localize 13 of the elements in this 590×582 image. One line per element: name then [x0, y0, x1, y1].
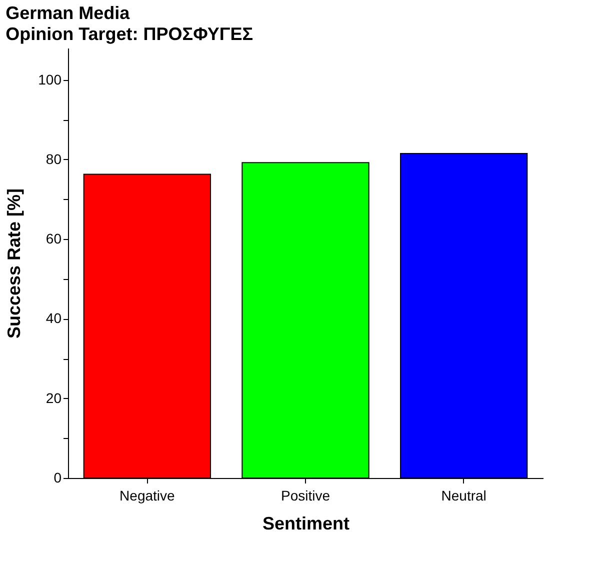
y-tick-label: 20: [46, 390, 62, 406]
x-tick-label: Neutral: [441, 488, 486, 504]
y-tick-label: 80: [46, 150, 62, 167]
y-tick-label: 0: [54, 470, 62, 486]
x-tick-label: Positive: [280, 488, 330, 504]
y-axis-title: Success Rate [%]: [4, 188, 24, 339]
x-tick-label: Negative: [120, 488, 176, 504]
y-tick-label: 40: [46, 310, 62, 326]
y-tick-label: 100: [38, 71, 62, 88]
y-tick-label: 60: [46, 230, 62, 247]
chart-subtitle: Opinion Target: ΠΡΟΣΦΥΓΕΣ: [6, 24, 254, 44]
x-axis-title: Sentiment: [262, 514, 350, 534]
chart-title: German Media: [6, 3, 131, 23]
